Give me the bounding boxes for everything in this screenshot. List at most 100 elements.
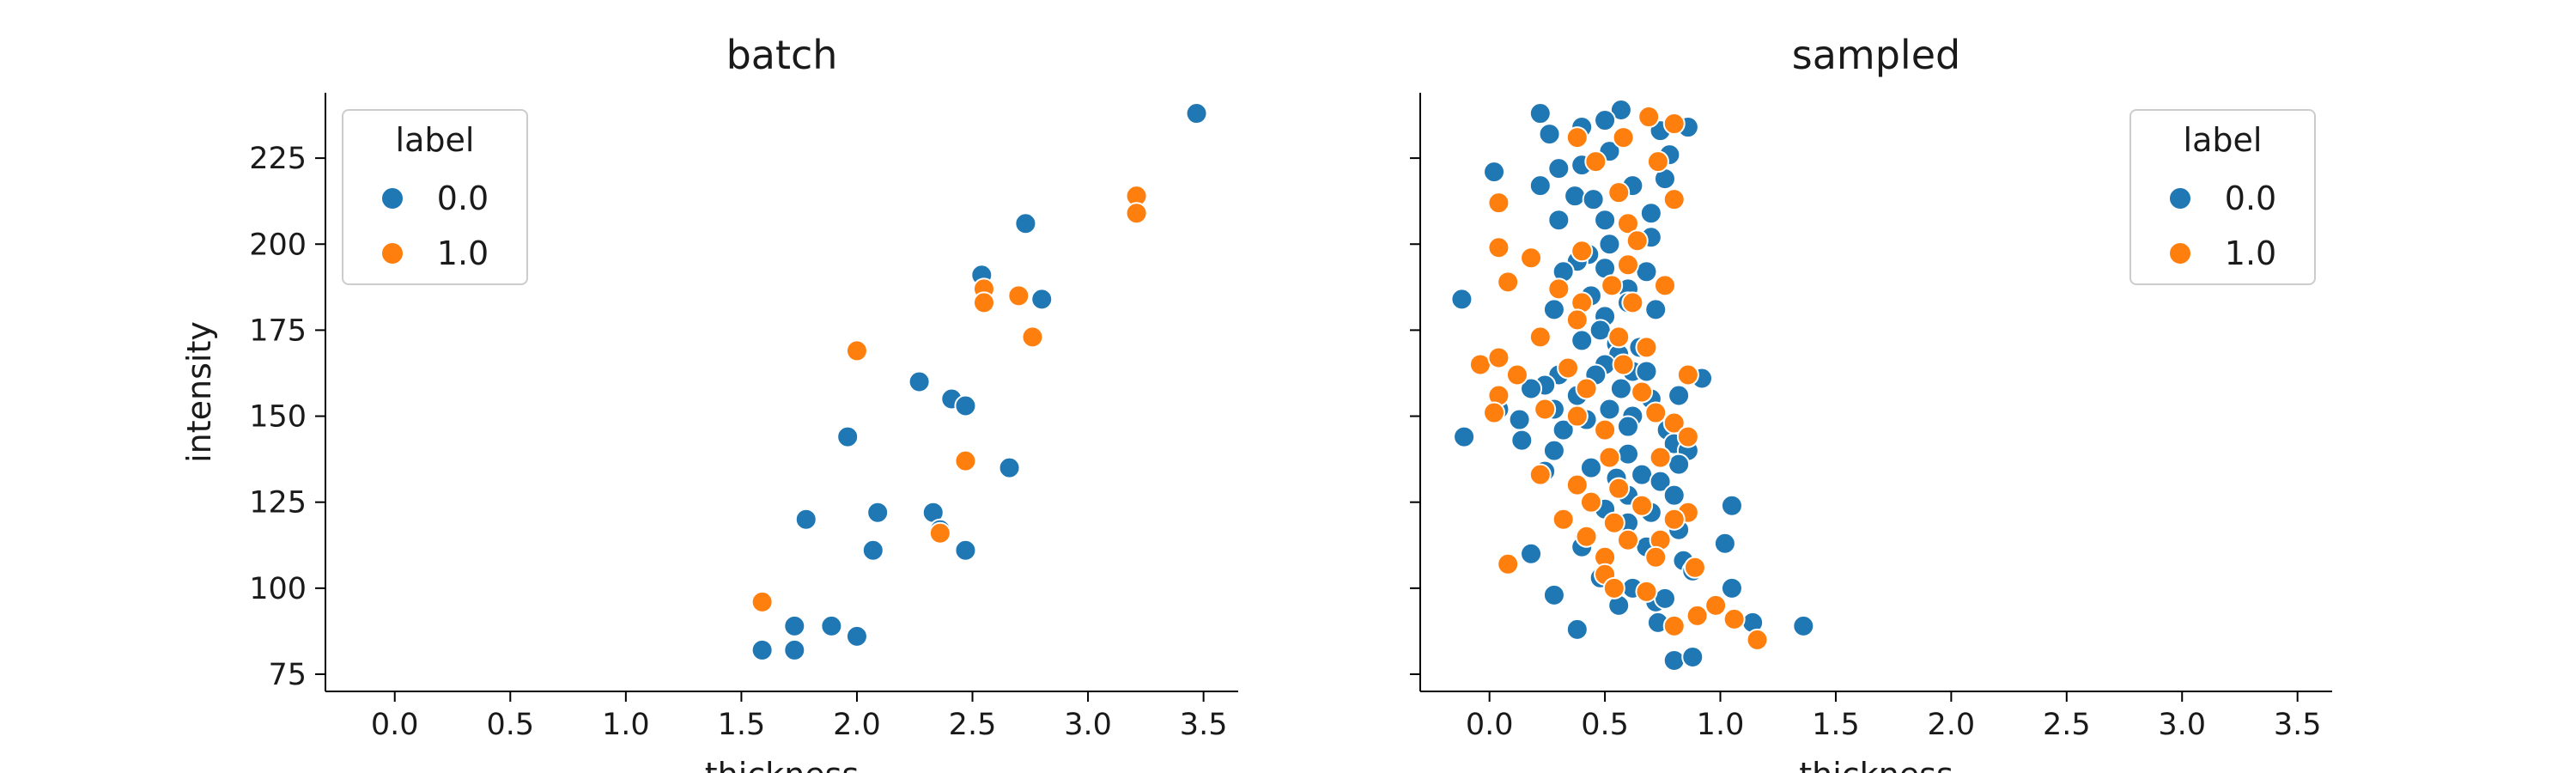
data-point xyxy=(1552,418,1575,441)
data-point xyxy=(1637,106,1661,129)
x-tick-label: 2.5 xyxy=(949,708,997,742)
panel-title: batch xyxy=(726,32,838,78)
data-point xyxy=(1538,123,1561,146)
data-point xyxy=(783,614,806,637)
x-tick-label: 2.5 xyxy=(2043,708,2091,742)
legend-label: 1.0 xyxy=(2225,234,2276,272)
legend-marker xyxy=(380,241,404,265)
data-point xyxy=(1616,415,1639,438)
data-point xyxy=(1565,405,1589,428)
x-tick-label: 3.0 xyxy=(1064,708,1112,742)
data-point xyxy=(928,521,951,545)
data-point xyxy=(1528,463,1552,486)
data-point xyxy=(1497,271,1520,294)
series-1.0 xyxy=(750,185,1148,613)
data-point xyxy=(820,614,843,637)
data-point xyxy=(794,508,817,531)
data-point xyxy=(750,590,774,613)
legend: label 0.0 1.0 xyxy=(2129,109,2316,285)
data-point xyxy=(1565,618,1589,641)
data-point xyxy=(1534,398,1557,421)
data-point xyxy=(1510,429,1534,452)
data-point xyxy=(1557,356,1580,380)
data-point xyxy=(1575,525,1598,548)
data-point xyxy=(1582,188,1605,211)
data-point xyxy=(1683,556,1706,579)
data-point xyxy=(1542,298,1565,321)
data-point xyxy=(1584,150,1607,173)
x-tick-label: 1.0 xyxy=(602,708,650,742)
x-axis-title: thickness xyxy=(705,756,860,773)
data-point xyxy=(1602,511,1625,534)
data-point xyxy=(1542,583,1565,606)
data-point xyxy=(1616,528,1639,551)
data-point xyxy=(1021,326,1044,349)
x-tick-label: 0.0 xyxy=(1466,708,1514,742)
data-point xyxy=(1547,209,1571,232)
data-point xyxy=(1520,377,1543,400)
data-point xyxy=(1720,494,1743,517)
data-point xyxy=(1662,113,1686,136)
panel-2: sampled 0.0 0.5 1.0 1.5 2.0 2.5 3.0 3.5 thickness… xyxy=(1410,32,2332,773)
data-point xyxy=(1686,604,1709,627)
data-point xyxy=(1547,277,1571,301)
data-point xyxy=(1594,109,1617,132)
data-point xyxy=(1453,425,1476,448)
data-point xyxy=(908,370,931,393)
data-point xyxy=(1616,212,1639,235)
x-tick-label: 1.0 xyxy=(1697,708,1745,742)
legend: label 0.0 1.0 xyxy=(342,109,528,285)
data-point xyxy=(1030,288,1054,311)
data-point xyxy=(1668,453,1691,476)
data-point xyxy=(1720,576,1743,600)
y-tick-label: 75 xyxy=(268,658,307,692)
data-point xyxy=(1713,532,1736,555)
data-point xyxy=(1450,288,1473,311)
data-point xyxy=(1594,209,1617,232)
data-point xyxy=(1579,456,1602,479)
series-1.0 xyxy=(1468,106,1769,651)
data-point xyxy=(1565,126,1589,149)
data-point xyxy=(1125,202,1148,225)
data-point xyxy=(1607,477,1631,500)
data-point xyxy=(1552,508,1575,531)
data-point xyxy=(1607,326,1631,349)
data-point xyxy=(1575,377,1598,400)
legend-marker xyxy=(2168,241,2192,265)
legend-marker xyxy=(2168,186,2192,210)
data-point xyxy=(1792,614,1815,637)
data-point xyxy=(954,394,977,417)
legend-marker xyxy=(380,186,404,210)
data-point xyxy=(1505,363,1528,386)
data-point xyxy=(1542,439,1565,462)
data-point xyxy=(1653,274,1676,297)
y-tick-label: 175 xyxy=(249,313,307,348)
data-point xyxy=(954,449,977,472)
data-point xyxy=(1487,192,1510,215)
y-tick-label: 100 xyxy=(249,572,307,606)
data-point xyxy=(1007,284,1030,307)
data-point xyxy=(1746,628,1769,651)
data-point xyxy=(1662,411,1686,435)
x-axis-title: thickness xyxy=(1799,756,1953,773)
data-point xyxy=(1625,229,1649,253)
data-point xyxy=(1631,380,1654,404)
data-point xyxy=(1646,150,1669,173)
data-point xyxy=(1468,353,1492,376)
data-point xyxy=(1631,463,1654,486)
data-point xyxy=(1635,360,1658,383)
data-point xyxy=(954,539,977,562)
x-tick-label: 0.0 xyxy=(371,708,419,742)
data-point xyxy=(1649,470,1672,493)
data-point xyxy=(1547,157,1571,180)
data-point xyxy=(1607,181,1631,204)
x-tick-label: 3.0 xyxy=(2158,708,2206,742)
data-point xyxy=(866,501,890,524)
data-point xyxy=(1598,398,1621,421)
data-point xyxy=(1631,494,1654,517)
data-point xyxy=(1653,587,1676,610)
data-point xyxy=(1639,202,1662,225)
data-point xyxy=(1644,401,1668,424)
data-point xyxy=(1668,384,1691,407)
data-point xyxy=(1644,298,1668,321)
